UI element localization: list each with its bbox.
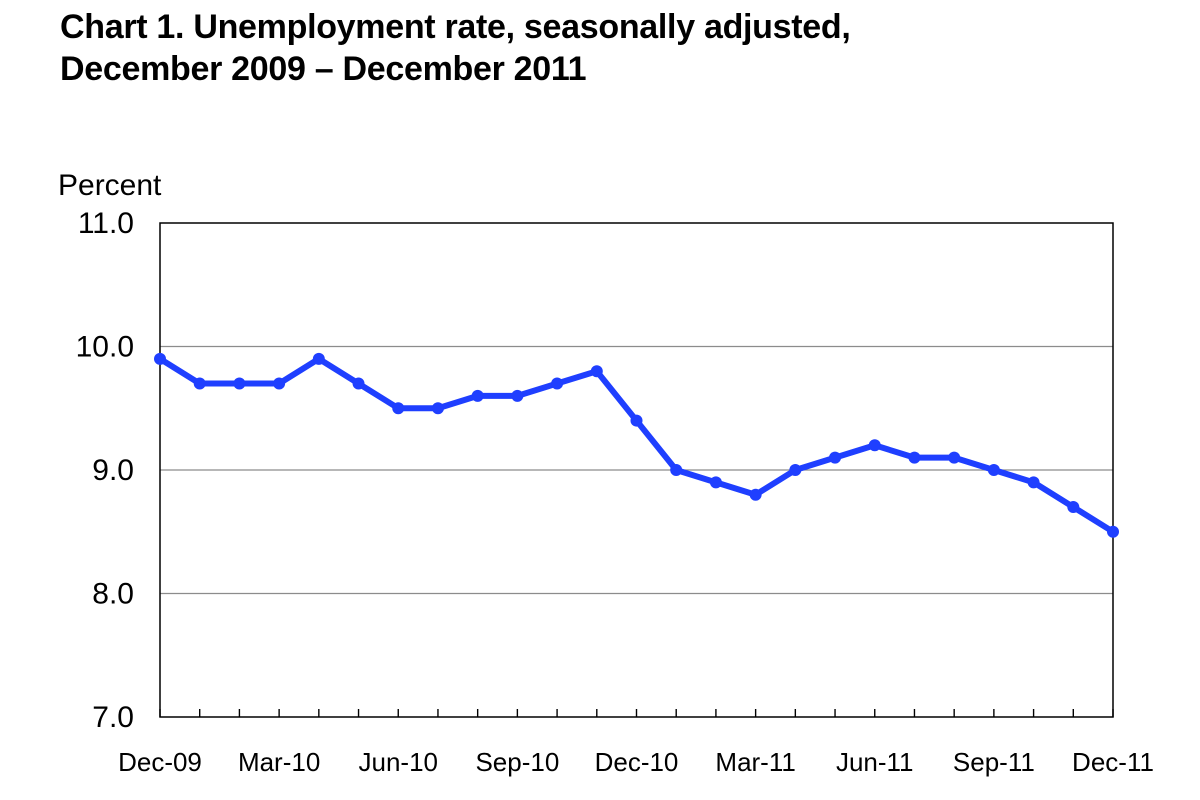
data-point bbox=[987, 464, 1000, 476]
data-point bbox=[670, 464, 683, 476]
series-line bbox=[157, 355, 1116, 535]
x-tick-label: Mar-10 bbox=[238, 747, 320, 777]
data-point bbox=[551, 377, 564, 390]
data-point bbox=[709, 476, 722, 489]
x-axis-tick-labels: Dec-09 Mar-10 Jun-10 Sep-10 Dec-10 Mar-11 Jun-… bbox=[118, 747, 1154, 777]
data-point bbox=[749, 488, 762, 501]
data-point bbox=[1027, 476, 1040, 489]
data-point bbox=[193, 377, 206, 390]
data-point bbox=[868, 439, 881, 452]
x-tick-label: Dec-11 bbox=[1072, 747, 1154, 777]
data-point bbox=[392, 402, 405, 415]
data-point bbox=[1107, 525, 1119, 538]
data-point bbox=[431, 402, 444, 415]
data-point bbox=[590, 365, 603, 378]
x-axis-minor-ticks bbox=[159, 709, 1114, 717]
data-point bbox=[908, 451, 921, 464]
y-axis-label: Percent bbox=[58, 169, 162, 202]
data-point bbox=[154, 352, 166, 365]
x-tick-label: Dec-09 bbox=[118, 747, 202, 777]
data-point bbox=[1067, 501, 1080, 514]
data-point bbox=[789, 464, 802, 476]
data-point bbox=[352, 377, 365, 390]
y-tick-label: 11.0 bbox=[78, 207, 134, 240]
chart-title-line-1: Chart 1. Unemployment rate, seasonally a… bbox=[60, 8, 851, 46]
data-point bbox=[829, 451, 842, 464]
data-point bbox=[948, 451, 961, 464]
data-point bbox=[630, 414, 643, 427]
x-tick-label: Jun-10 bbox=[359, 747, 439, 777]
data-point bbox=[511, 389, 524, 402]
y-tick-label: 7.0 bbox=[92, 701, 134, 734]
data-point bbox=[312, 352, 325, 365]
data-point bbox=[233, 377, 246, 390]
data-point bbox=[471, 389, 484, 402]
data-point bbox=[273, 377, 286, 390]
x-tick-label: Sep-11 bbox=[953, 747, 1035, 777]
y-tick-label: 9.0 bbox=[92, 454, 134, 487]
x-tick-label: Dec-10 bbox=[595, 747, 679, 777]
x-tick-label: Jun-11 bbox=[836, 747, 914, 777]
gridlines bbox=[160, 345, 1113, 595]
series-layer bbox=[154, 352, 1119, 538]
chart-title-line-2: December 2009 – December 2011 bbox=[60, 50, 587, 88]
y-axis-tick-labels: 7.0 8.0 9.0 10.0 11.0 bbox=[76, 207, 134, 734]
y-tick-label: 8.0 bbox=[92, 578, 134, 611]
chart-title: Chart 1. Unemployment rate, seasonally a… bbox=[60, 6, 851, 90]
y-tick-label: 10.0 bbox=[76, 331, 134, 364]
x-tick-label: Mar-11 bbox=[715, 747, 795, 777]
x-tick-label: Sep-10 bbox=[475, 747, 559, 777]
